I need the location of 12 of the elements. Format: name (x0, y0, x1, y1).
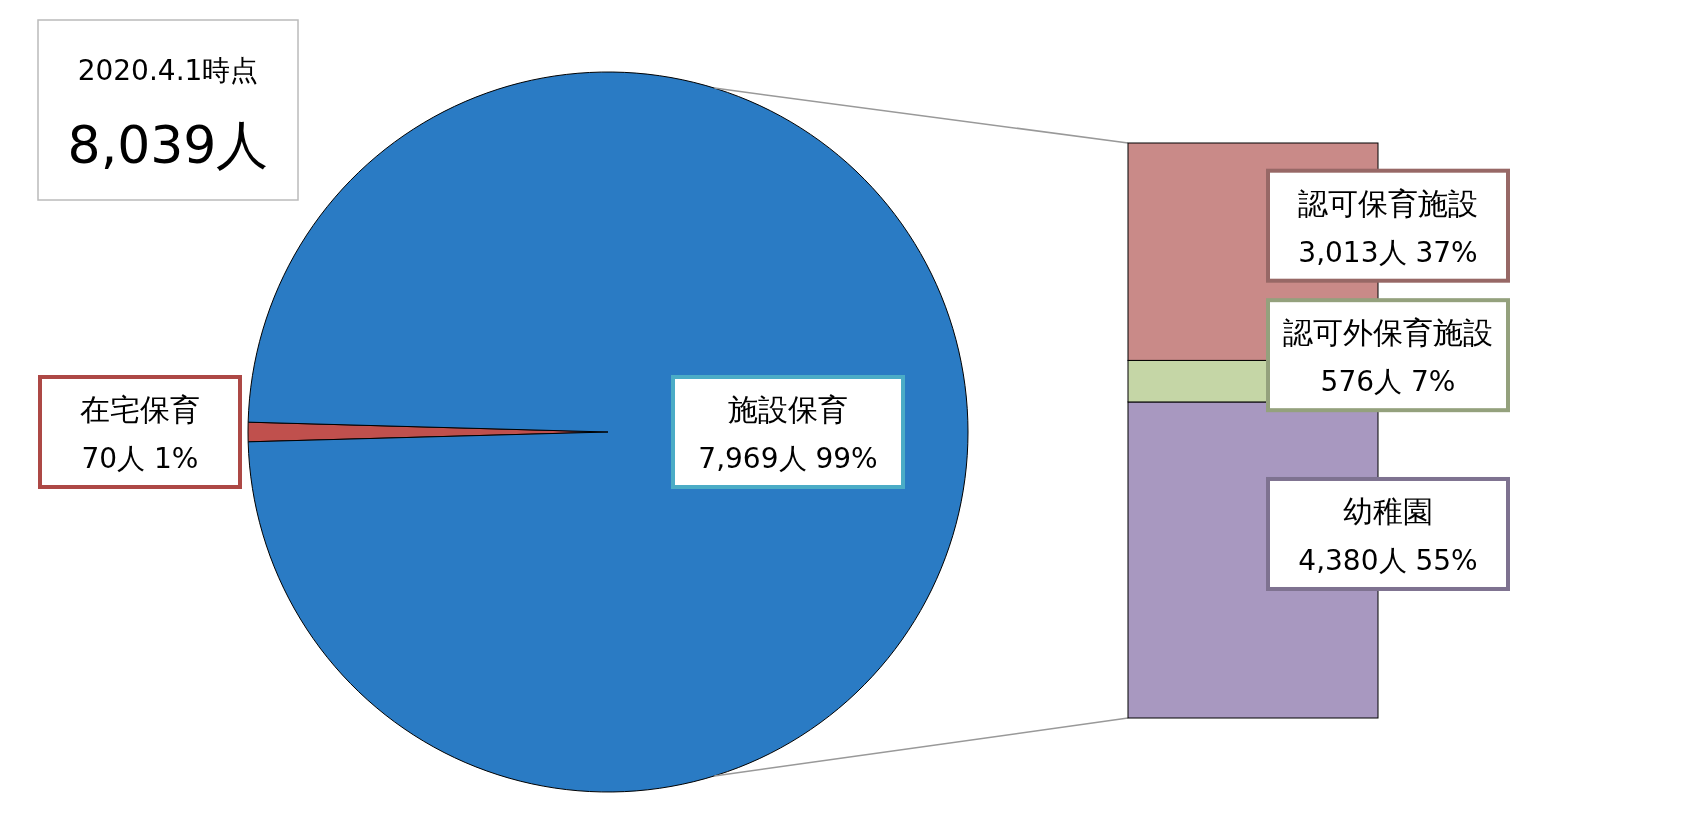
data-label: 4,380人 55% (1298, 543, 1478, 577)
data-label: 70人 1% (81, 442, 199, 475)
text: 8,039人 (67, 115, 269, 175)
slice-label: 在宅保育 (80, 392, 200, 427)
series-label: 幼稚園 (1343, 493, 1433, 529)
data-label: 7,969人 99% (698, 442, 878, 475)
series-label: 認可保育施設 (1298, 185, 1478, 221)
data-label: 576人 7% (1320, 365, 1456, 399)
data-label: 3,013人 37% (1298, 235, 1478, 269)
slice-label: 施設保育 (728, 392, 848, 427)
chart-title: 2020.4.1時点 (77, 54, 259, 87)
series-label: 認可外保育施設 (1283, 315, 1493, 351)
